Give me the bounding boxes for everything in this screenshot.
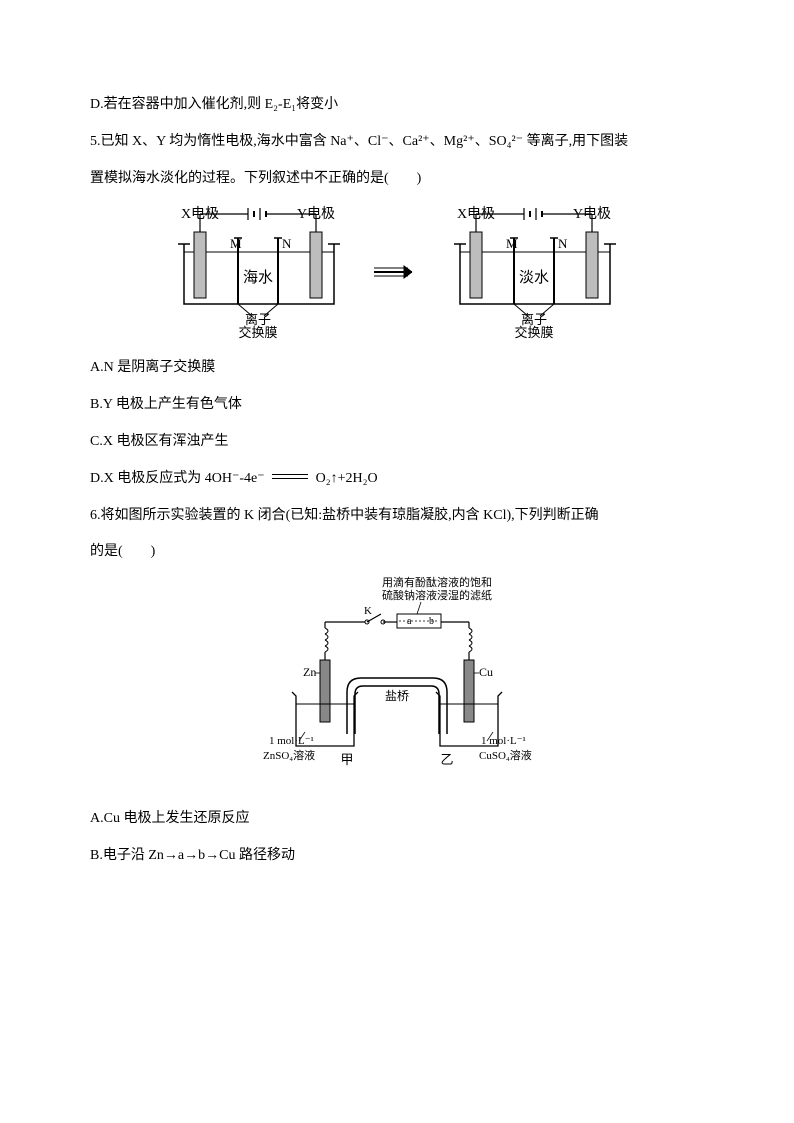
q6-option-a: A.Cu 电极上发生还原反应 bbox=[90, 804, 704, 835]
q6-figure: 用滴有酚酞溶液的饱和硫酸钠溶液浸湿的滤纸KabZnCu盐桥1 mol·L⁻¹Zn… bbox=[247, 574, 547, 794]
q5-option-c: C.X 电极区有浑浊产生 bbox=[90, 427, 704, 458]
svg-text:Cu: Cu bbox=[479, 665, 493, 679]
svg-text:a: a bbox=[407, 616, 412, 627]
q6-option-b: B.电子沿 Zn→a→b→Cu 路径移动 bbox=[90, 841, 704, 872]
svg-text:用滴有酚酞溶液的饱和: 用滴有酚酞溶液的饱和 bbox=[382, 575, 492, 589]
q5-cell-right: X电极Y电极MN淡水离子交换膜 bbox=[440, 204, 630, 339]
svg-text:乙: 乙 bbox=[440, 752, 453, 767]
svg-text:M: M bbox=[506, 236, 518, 251]
q6-stem-line2: 的是( ) bbox=[90, 537, 704, 568]
svg-text:CuSO₄溶液: CuSO₄溶液 bbox=[479, 748, 532, 762]
q5-option-a: A.N 是阴离子交换膜 bbox=[90, 353, 704, 384]
svg-text:硫酸钠溶液浸湿的滤纸: 硫酸钠溶液浸湿的滤纸 bbox=[382, 588, 492, 602]
arrow-icon bbox=[372, 262, 422, 282]
svg-text:K: K bbox=[364, 605, 372, 617]
svg-text:Zn: Zn bbox=[303, 665, 316, 679]
q5-stem-line2: 置模拟海水淡化的过程。下列叙述中不正确的是( ) bbox=[90, 164, 704, 195]
svg-text:N: N bbox=[282, 236, 292, 251]
q5-figure: X电极Y电极MN海水离子交换膜 X电极Y电极MN淡水离子交换膜 bbox=[90, 204, 704, 339]
svg-text:交换膜: 交换膜 bbox=[238, 325, 277, 339]
q5-stem-line1: 5.已知 X、Y 均为惰性电极,海水中富含 Na⁺、Cl⁻、Ca²⁺、Mg²⁺、… bbox=[90, 127, 704, 158]
svg-text:盐桥: 盐桥 bbox=[385, 689, 409, 703]
svg-text:交换膜: 交换膜 bbox=[514, 325, 553, 339]
svg-text:ZnSO₄溶液: ZnSO₄溶液 bbox=[263, 748, 315, 762]
svg-text:1 mol·L⁻¹: 1 mol·L⁻¹ bbox=[269, 735, 314, 747]
svg-text:1 mol·L⁻¹: 1 mol·L⁻¹ bbox=[481, 735, 526, 747]
svg-text:M: M bbox=[230, 236, 242, 251]
svg-text:N: N bbox=[558, 236, 568, 251]
q5-option-d-post: O₂↑+2H₂O bbox=[316, 471, 378, 486]
svg-text:b: b bbox=[429, 616, 434, 627]
svg-text:淡水: 淡水 bbox=[519, 269, 549, 286]
q5-option-d-pre: D.X 电极反应式为 4OH⁻-4e⁻ bbox=[90, 471, 265, 486]
svg-text:甲: 甲 bbox=[340, 752, 353, 767]
q6-figure-wrap: 用滴有酚酞溶液的饱和硫酸钠溶液浸湿的滤纸KabZnCu盐桥1 mol·L⁻¹Zn… bbox=[90, 574, 704, 794]
q6-stem-line1: 6.将如图所示实验装置的 K 闭合(已知:盐桥中装有琼脂凝胶,内含 KCl),下… bbox=[90, 501, 704, 532]
svg-text:海水: 海水 bbox=[243, 269, 273, 286]
equilibrium-line-icon bbox=[272, 474, 308, 479]
q5-option-d: D.X 电极反应式为 4OH⁻-4e⁻ O₂↑+2H₂O bbox=[90, 464, 704, 495]
q5-cell-left: X电极Y电极MN海水离子交换膜 bbox=[164, 204, 354, 339]
q4-option-d: D.若在容器中加入催化剂,则 E₂-E₁将变小 bbox=[90, 90, 704, 121]
q5-option-b: B.Y 电极上产生有色气体 bbox=[90, 390, 704, 421]
